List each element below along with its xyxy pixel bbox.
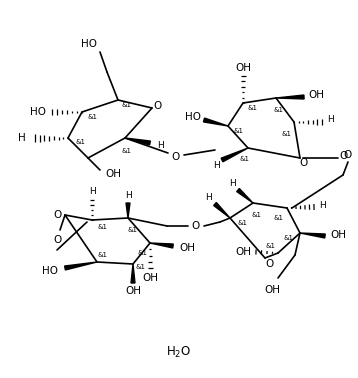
- Text: O: O: [53, 235, 61, 245]
- Polygon shape: [221, 148, 248, 162]
- Text: O: O: [344, 150, 352, 160]
- Text: O: O: [172, 152, 180, 162]
- Text: HO: HO: [30, 107, 46, 117]
- Text: &1: &1: [98, 252, 108, 258]
- Text: OH: OH: [142, 273, 158, 283]
- Text: &1: &1: [127, 227, 137, 233]
- Polygon shape: [125, 138, 150, 145]
- Polygon shape: [131, 264, 135, 283]
- Text: H: H: [328, 116, 334, 124]
- Text: H: H: [18, 133, 26, 143]
- Text: OH: OH: [330, 230, 346, 240]
- Text: &1: &1: [238, 220, 248, 226]
- Polygon shape: [214, 203, 230, 218]
- Text: HO: HO: [81, 39, 97, 49]
- Text: OH: OH: [264, 285, 280, 295]
- Text: &1: &1: [274, 215, 284, 221]
- Polygon shape: [126, 203, 130, 218]
- Text: &1: &1: [75, 139, 85, 145]
- Text: &1: &1: [248, 105, 258, 111]
- Text: &1: &1: [122, 148, 132, 154]
- Text: H: H: [205, 192, 211, 201]
- Text: HO: HO: [42, 266, 58, 276]
- Text: O: O: [192, 221, 200, 231]
- Text: O: O: [54, 210, 62, 220]
- Text: O: O: [300, 158, 308, 168]
- Text: &1: &1: [88, 114, 98, 120]
- Text: OH: OH: [105, 169, 121, 179]
- Text: H: H: [125, 191, 131, 200]
- Text: &1: &1: [136, 264, 146, 270]
- Polygon shape: [203, 118, 228, 126]
- Text: OH: OH: [235, 247, 251, 257]
- Text: H: H: [229, 178, 235, 187]
- Text: H: H: [320, 200, 326, 209]
- Text: H: H: [157, 141, 163, 150]
- Text: O: O: [153, 101, 161, 111]
- Text: &1: &1: [252, 212, 262, 218]
- Text: &1: &1: [283, 235, 293, 241]
- Text: OH: OH: [235, 63, 251, 73]
- Polygon shape: [300, 233, 325, 238]
- Text: OH: OH: [125, 286, 141, 296]
- Text: &1: &1: [122, 102, 132, 108]
- Text: H$_2$O: H$_2$O: [166, 344, 192, 359]
- Text: O: O: [339, 151, 347, 161]
- Text: O: O: [266, 259, 274, 269]
- Text: H: H: [214, 161, 221, 170]
- Text: H: H: [89, 187, 95, 197]
- Text: &1: &1: [265, 243, 275, 249]
- Polygon shape: [237, 189, 253, 203]
- Text: OH: OH: [308, 90, 324, 100]
- Text: &1: &1: [97, 224, 107, 230]
- Text: &1: &1: [234, 128, 244, 134]
- Text: &1: &1: [281, 131, 291, 137]
- Text: OH: OH: [179, 243, 195, 253]
- Polygon shape: [65, 262, 97, 270]
- Text: &1: &1: [273, 107, 283, 113]
- Polygon shape: [276, 95, 304, 99]
- Text: &1: &1: [137, 250, 147, 256]
- Text: HO: HO: [185, 112, 201, 122]
- Polygon shape: [150, 243, 173, 248]
- Text: &1: &1: [240, 156, 250, 162]
